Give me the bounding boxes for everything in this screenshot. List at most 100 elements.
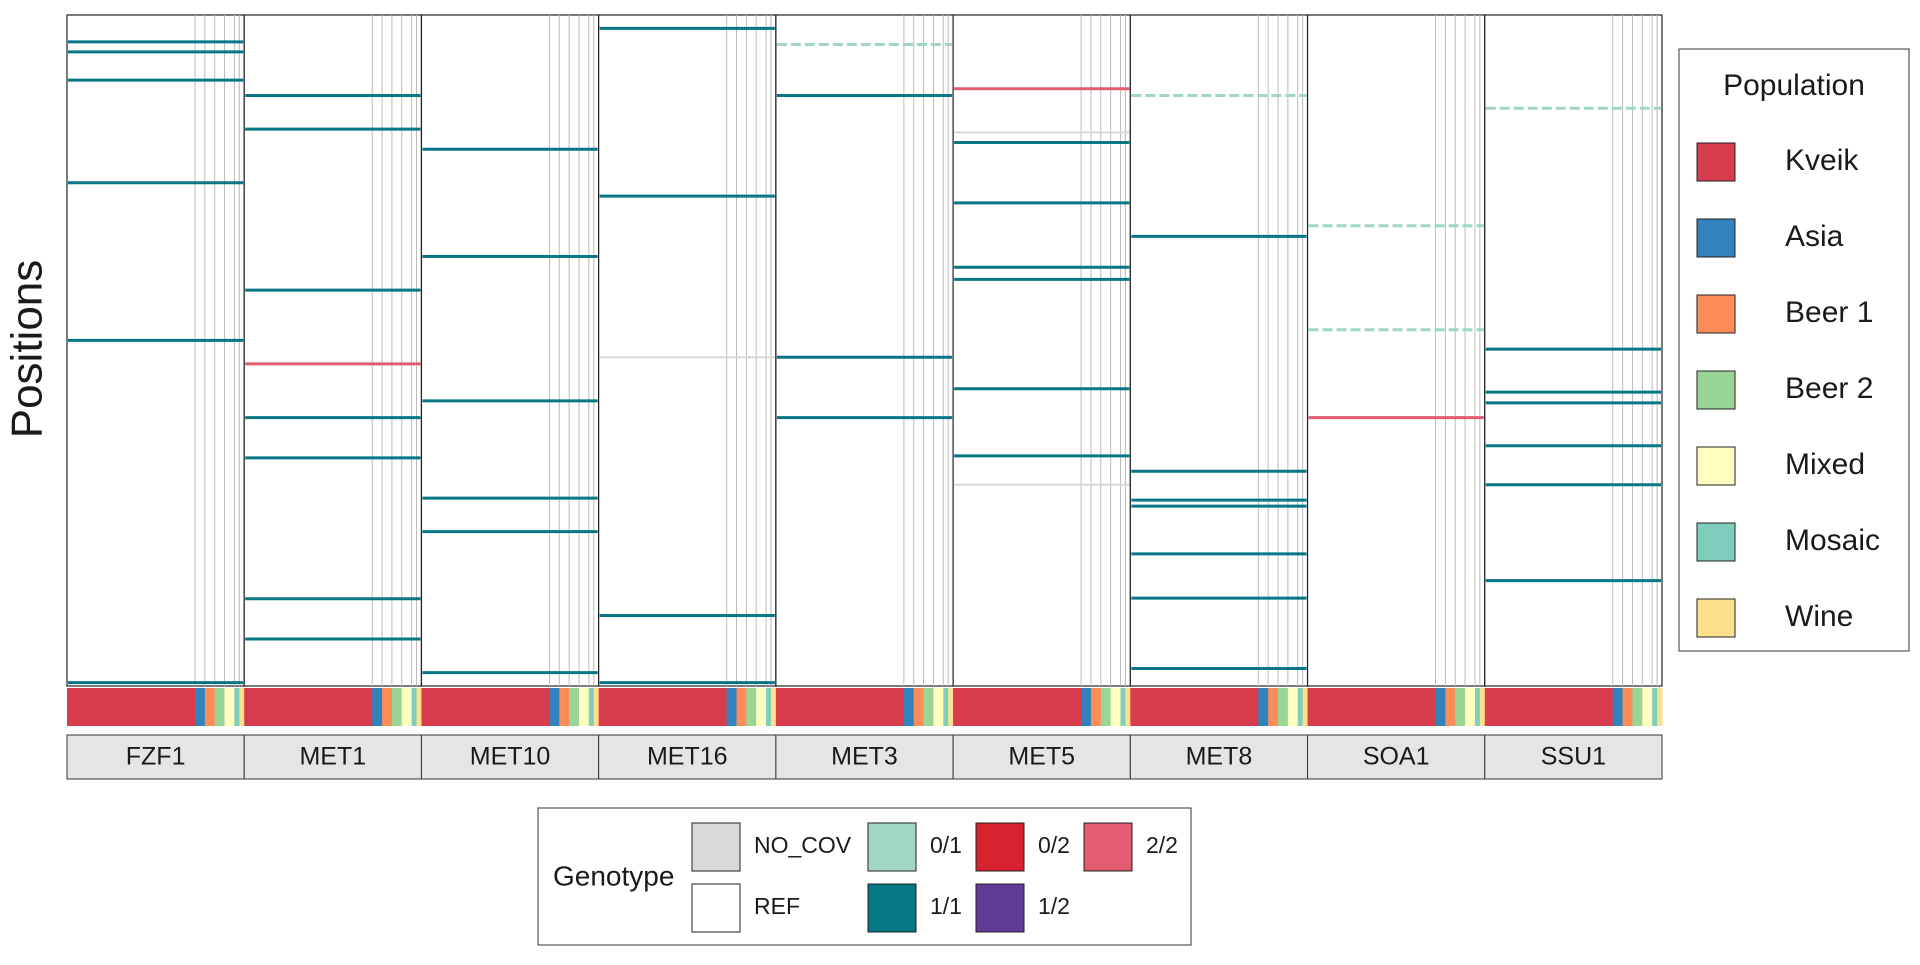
facet-label: FZF1 (126, 743, 186, 771)
genotype-legend-swatch (975, 822, 1025, 872)
population-legend-label: Mixed (1785, 448, 1865, 481)
facet-label-box (598, 734, 777, 780)
genotype-legend-swatch (1083, 822, 1133, 872)
population-strip-segment (1445, 688, 1456, 726)
population-legend-label: Asia (1785, 220, 1844, 253)
population-strip-segment (1125, 688, 1131, 726)
population-strip-segment (1455, 688, 1466, 726)
population-strip-segment (1612, 688, 1624, 726)
facet-label-box (775, 734, 954, 780)
facet-panel (1306, 14, 1486, 687)
facet-panel (420, 14, 600, 687)
population-strip-segment (933, 688, 944, 726)
facet-label-box (1307, 734, 1486, 780)
population-strip-segment (770, 688, 777, 726)
genotype-legend-box (537, 807, 1192, 946)
population-legend-swatch (1696, 218, 1736, 258)
population-strip-segment (391, 688, 403, 726)
population-strip-segment (1657, 688, 1663, 726)
genotype-legend-label: 0/2 (1038, 832, 1070, 858)
facet-label: MET8 (1186, 743, 1253, 771)
facet-label-box (952, 734, 1131, 780)
population-strip-segment (766, 688, 772, 726)
population-strip-segment (923, 688, 934, 726)
population-legend-label: Wine (1785, 600, 1853, 633)
population-strip-segment (1302, 688, 1309, 726)
genotype-legend-swatch (691, 822, 741, 872)
facet-label: MET5 (1008, 743, 1075, 771)
population-strip-segment (1307, 688, 1437, 726)
population-legend-swatch (1696, 522, 1736, 562)
population-strip-segment (239, 688, 245, 726)
population-legend-label: Kveik (1785, 144, 1859, 177)
population-strip-segment (1100, 688, 1112, 726)
facet-label: SSU1 (1541, 743, 1606, 771)
population-strip-segment (416, 688, 422, 726)
population-legend-label: Mosaic (1785, 524, 1880, 557)
facet-panel (598, 14, 777, 687)
population-strip-segment (204, 688, 216, 726)
population-strip-segment (903, 688, 915, 726)
genotype-legend-label: 1/2 (1038, 893, 1070, 919)
genotype-legend-title: Genotype (553, 860, 674, 891)
population-strip-segment (948, 688, 954, 726)
population-strip-segment (598, 688, 728, 726)
population-strip-segment (588, 688, 595, 726)
population-strip-segment (1090, 688, 1102, 726)
facet-label-box (243, 734, 422, 780)
population-strip-segment (593, 688, 600, 726)
genotype-legend-label: NO_COV (754, 832, 852, 858)
population-strip-segment (411, 688, 418, 726)
facet-label: MET16 (647, 743, 728, 771)
genotype-legend-label: 0/1 (930, 832, 962, 858)
genotype-legend-swatch (867, 883, 917, 933)
facet-panel (952, 14, 1131, 687)
population-strip-segment (913, 688, 925, 726)
facet-label-box (420, 734, 600, 780)
population-strip-segment (67, 688, 196, 726)
population-strip-segment (1110, 688, 1121, 726)
population-strip-segment (569, 688, 580, 726)
population-strip-segment (1130, 688, 1259, 726)
population-strip-segment (224, 688, 235, 726)
population-strip-segment (1435, 688, 1446, 726)
population-strip-segment (234, 688, 240, 726)
population-legend-swatch (1696, 370, 1736, 410)
population-strip-segment (1297, 688, 1304, 726)
population-legend-swatch (1696, 294, 1736, 334)
facet-panel (243, 14, 423, 687)
population-strip-segment (244, 688, 373, 726)
population-strip-segment (1479, 688, 1486, 726)
population-strip-segment (194, 688, 206, 726)
population-strip-segment (1287, 688, 1299, 726)
population-strip-segment (1465, 688, 1476, 726)
population-strip-segment (1278, 688, 1289, 726)
population-strip-segment (943, 688, 949, 726)
population-strip-segment (578, 688, 590, 726)
facet-label-box (1129, 734, 1309, 780)
facet-label: SOA1 (1363, 743, 1430, 771)
population-strip-segment (1474, 688, 1481, 726)
genotype-legend-label: 1/1 (930, 893, 962, 919)
facet-label: MET10 (470, 743, 551, 771)
population-strip-segment (214, 688, 226, 726)
population-legend-swatch (1696, 598, 1736, 638)
facet-panel (775, 14, 954, 687)
facet-label-box (66, 734, 245, 780)
population-legend-swatch (1696, 446, 1736, 486)
facet-label-box (1484, 734, 1663, 780)
population-strip-segment (1120, 688, 1126, 726)
population-strip-segment (382, 688, 393, 726)
population-legend-title: Population (1723, 69, 1865, 102)
genotype-legend-swatch (691, 883, 741, 933)
y-axis-label: Positions (3, 260, 52, 439)
population-strip-segment (775, 688, 905, 726)
population-strip-segment (953, 688, 1082, 726)
population-strip-segment (1081, 688, 1092, 726)
population-legend-swatch (1696, 142, 1736, 182)
population-strip-segment (1484, 688, 1614, 726)
facet-label: MET1 (299, 743, 366, 771)
population-strip-segment (756, 688, 767, 726)
